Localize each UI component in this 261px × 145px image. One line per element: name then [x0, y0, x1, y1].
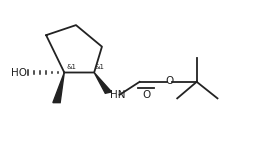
Text: HN: HN — [110, 90, 125, 100]
Text: &1: &1 — [67, 64, 77, 70]
Text: O: O — [165, 76, 174, 86]
Text: &1: &1 — [95, 64, 105, 70]
Text: O: O — [142, 90, 150, 100]
Text: HO: HO — [11, 68, 27, 77]
Polygon shape — [94, 72, 111, 93]
Polygon shape — [53, 72, 64, 103]
